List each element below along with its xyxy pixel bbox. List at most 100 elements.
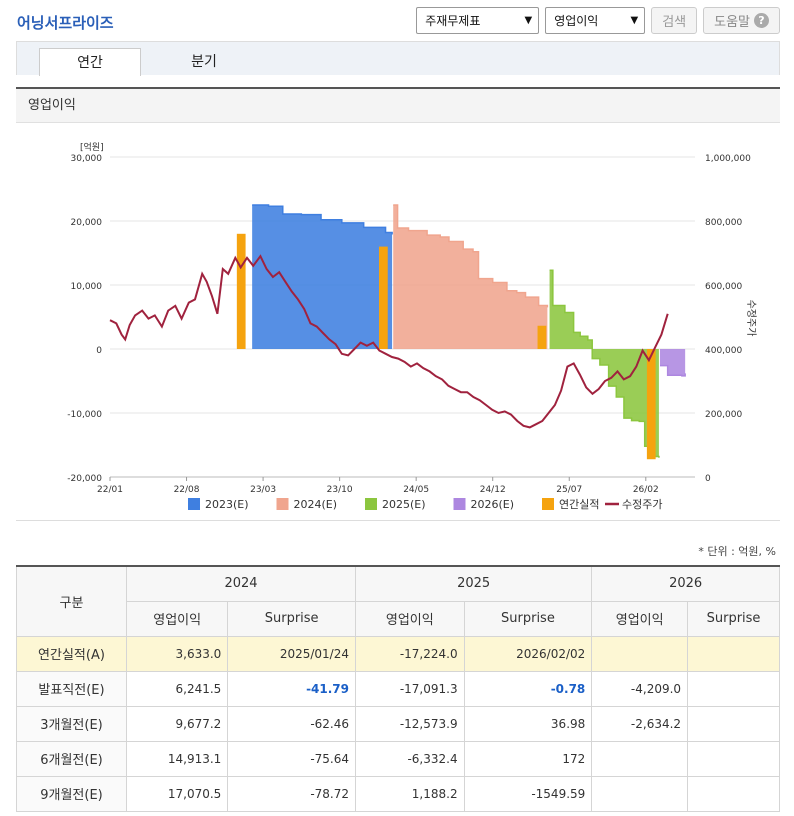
table-cell: -78.72 [227, 775, 356, 812]
left-tick-label: -10,000 [67, 410, 102, 420]
left-tick-label: 10,000 [71, 282, 103, 292]
legend-swatch [188, 498, 200, 510]
right-tick-label: 0 [705, 474, 711, 484]
table-cell: -62.46 [227, 705, 356, 742]
table-cell: -6,332.4 [355, 740, 465, 777]
legend-swatch [453, 498, 466, 510]
actual-bar [646, 349, 656, 460]
subheader-op: 영업이익 [591, 600, 689, 637]
chart-area: 30,000 20,000 10,000 0 -10,000 -20,000 1,000,0… [16, 123, 780, 521]
table-cell: 6,241.5 [125, 670, 229, 707]
right-axis-label: 수정주가 [745, 300, 757, 337]
metric-select[interactable]: 영업이익 ▼ [545, 7, 646, 34]
legend-label: 2024(E) [294, 498, 338, 511]
tab-quarterly[interactable]: 분기 [191, 54, 217, 70]
table-cell: 172 [463, 740, 593, 777]
header-year-2024: 2024 [126, 565, 356, 602]
table-cell: -0.78 [463, 670, 593, 707]
x-tick-label: 24/05 [403, 485, 429, 495]
page-title: 어닝서프라이즈 [17, 14, 114, 32]
unit-note: * 단위 : 억원, % [698, 545, 776, 558]
left-tick-label: 20,000 [71, 218, 103, 228]
estimate-area [549, 270, 659, 458]
header-year-2025: 2025 [354, 565, 593, 602]
actual-bar [537, 325, 547, 349]
row-label: 6개월전(E) [16, 740, 127, 777]
price-line [109, 254, 669, 429]
table-cell: -4,209.0 [591, 670, 689, 707]
estimate-line [252, 204, 393, 235]
chevron-down-icon: ▼ [524, 15, 533, 26]
right-tick-label: 200,000 [705, 410, 742, 420]
legend-label: 2026(E) [471, 498, 515, 511]
table-cell: -2,634.2 [591, 705, 689, 742]
subheader-op: 영업이익 [125, 600, 229, 637]
header-category: 구분 [16, 565, 127, 637]
legend-label: 수정주가 [622, 498, 662, 511]
statement-select[interactable]: 주재무제표 ▼ [416, 7, 540, 34]
table-cell [687, 705, 780, 742]
table-cell: 2026/02/02 [463, 635, 593, 672]
table-cell: 1,188.2 [355, 775, 465, 812]
table-cell: 36.98 [463, 705, 593, 742]
table-cell: 9,677.2 [125, 705, 229, 742]
actual-bar [236, 233, 246, 349]
legend-swatch [276, 498, 289, 510]
legend-label: 연간실적 [559, 498, 599, 511]
table-cell [687, 740, 780, 777]
legend-label: 2025(E) [382, 498, 426, 511]
earnings-chart: 30,000 20,000 10,000 0 -10,000 -20,000 1,000,0… [67, 141, 757, 511]
estimate-area [660, 349, 686, 376]
right-tick-label: 400,000 [705, 346, 742, 356]
metric-select-value: 영업이익 [554, 14, 599, 28]
legend-swatch [365, 498, 377, 510]
x-tick-label: 24/12 [480, 485, 506, 495]
period-tabs: 연간 분기 [16, 41, 780, 76]
row-label: 9개월전(E) [16, 775, 127, 812]
row-label: 3개월전(E) [16, 705, 127, 742]
legend-swatch [542, 498, 554, 510]
table-row: 연간실적(A) 3,633.0 2025/01/24 -17,224.0 2026/02… [16, 635, 780, 672]
table-cell: -12,573.9 [355, 705, 465, 742]
table-cell [687, 670, 780, 707]
estimate-line [549, 269, 660, 458]
row-label: 연간실적(A) [16, 635, 127, 672]
x-tick-label: 26/02 [633, 485, 659, 495]
table-row: 6개월전(E) 14,913.1 -75.64 -6,332.4 172 [16, 740, 780, 777]
left-axis-unit: [억원] [80, 141, 104, 153]
left-tick-label: -20,000 [67, 474, 102, 484]
table-cell: 14,913.1 [125, 740, 229, 777]
x-tick-label: 22/08 [174, 485, 200, 495]
right-tick-label: 800,000 [705, 218, 742, 228]
left-tick-label: 30,000 [71, 154, 103, 164]
tab-annual[interactable]: 연간 [39, 48, 141, 76]
subheader-surprise: Surprise [463, 600, 593, 637]
left-tick-label: 0 [96, 346, 102, 356]
subheader-surprise: Surprise [227, 600, 356, 637]
table-cell [687, 635, 780, 672]
table-row: 9개월전(E) 17,070.5 -78.72 1,188.2 -1549.59 [16, 775, 780, 812]
table-cell [687, 775, 780, 812]
table-cell: -41.79 [227, 670, 356, 707]
x-tick-label: 25/07 [556, 485, 582, 495]
chevron-down-icon: ▼ [630, 15, 639, 26]
statement-select-value: 주재무제표 [425, 14, 481, 28]
legend-label: 2023(E) [205, 498, 249, 511]
row-label: 발표직전(E) [16, 670, 127, 707]
table-cell [591, 775, 689, 812]
right-tick-label: 1,000,000 [705, 154, 751, 164]
surprise-table: 구분 2024 2025 2026 영업이익 Surprise 영업이익 Sur… [16, 565, 780, 812]
table-cell: -75.64 [227, 740, 356, 777]
table-cell: -17,224.0 [355, 635, 465, 672]
section-title: 영업이익 [16, 87, 780, 123]
x-tick-label: 22/01 [97, 485, 123, 495]
table-cell: -17,091.3 [355, 670, 465, 707]
x-tick-label: 23/03 [250, 485, 276, 495]
help-button[interactable]: 도움말 ? [703, 7, 780, 34]
table-cell: -1549.59 [463, 775, 593, 812]
table-cell [591, 635, 689, 672]
table-cell: 2025/01/24 [227, 635, 356, 672]
search-button[interactable]: 검색 [651, 7, 698, 34]
toolbar: 주재무제표 ▼ 영업이익 ▼ 검색 도움말 ? [416, 7, 780, 34]
estimate-line [393, 204, 549, 308]
